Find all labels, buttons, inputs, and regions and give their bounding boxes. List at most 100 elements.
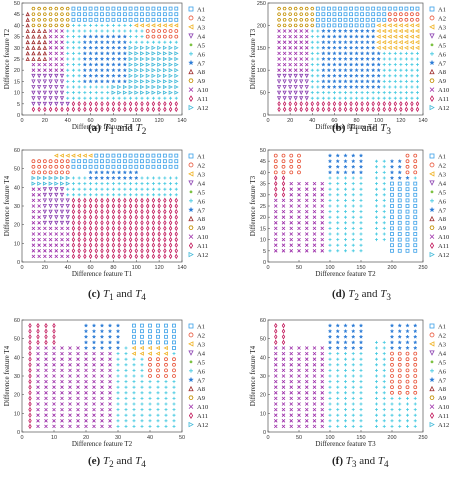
point-A10 [273,391,278,395]
point-A7 [332,28,337,33]
caption-conj: and [113,455,136,467]
point-A3 [139,23,144,28]
point-A1 [413,204,418,208]
legend-entry: A7 [438,207,447,214]
point-A1 [148,329,152,334]
point-A10 [54,68,59,72]
point-A10 [299,62,303,67]
point-A10 [60,385,64,389]
legend-entry: A3 [197,341,205,348]
point-A11 [28,390,32,396]
point-A3 [392,23,398,28]
point-A6 [399,51,403,55]
point-A10 [92,424,96,429]
point-A3 [155,345,160,351]
point-A6 [390,402,394,406]
point-A7 [354,51,359,56]
point-A11 [163,203,167,209]
point-A6 [382,391,386,395]
point-A10 [68,413,72,417]
point-A6 [140,374,144,378]
point-A6 [388,74,392,78]
point-A11 [66,106,70,113]
point-A10 [76,368,80,373]
point-A11 [28,378,32,385]
legend-marker-A10 [429,404,435,409]
point-A10 [44,374,48,378]
point-A6 [106,96,110,100]
legend-marker-A9 [429,78,435,83]
point-A11 [100,106,104,113]
point-A11 [168,197,173,204]
point-A1 [397,215,402,220]
point-A6 [132,402,136,406]
point-A6 [398,408,402,412]
point-A6 [140,408,144,412]
point-A2 [397,362,402,367]
point-A10 [304,413,309,417]
point-A11 [100,236,104,243]
point-A12 [134,56,139,62]
point-A8 [31,34,36,39]
point-A9 [282,23,287,28]
point-A6 [336,385,340,389]
point-A2 [162,29,167,33]
point-A7 [82,45,88,50]
point-A11 [404,101,409,107]
point-A8 [36,56,42,61]
point-A6 [116,385,120,389]
point-A4 [287,79,293,84]
point-A6 [351,176,355,180]
point-A9 [299,18,304,22]
point-A10 [304,29,309,33]
point-A11 [316,101,320,107]
markers [31,153,179,260]
point-A1 [132,340,136,345]
point-A7 [376,73,381,78]
point-A11 [294,101,298,107]
point-A9 [282,6,287,11]
point-A7 [326,79,332,84]
point-A10 [36,357,40,361]
point-A8 [36,45,42,50]
point-A10 [304,402,309,406]
point-A6 [388,63,392,67]
point-A6 [321,96,325,100]
point-A8 [36,39,42,45]
point-A10 [31,204,36,208]
point-A12 [134,62,139,67]
point-A6 [351,210,355,214]
point-A2 [405,379,410,384]
point-A1 [174,17,179,22]
point-A7 [83,334,89,339]
point-A6 [393,68,397,72]
point-A3 [387,28,392,34]
point-A10 [31,249,36,253]
point-A6 [336,210,340,214]
y-tick-label: 0 [17,260,20,266]
point-A6 [124,368,128,372]
point-A7 [343,164,348,169]
point-A10 [108,396,112,401]
point-A1 [132,323,136,328]
point-A7 [105,56,110,61]
point-A12 [151,68,156,73]
point-A6 [156,402,160,406]
point-A1 [168,153,173,158]
point-A1 [140,153,144,158]
point-A6 [336,408,340,412]
point-A3 [151,23,156,28]
legend-entry: A6 [197,368,206,375]
point-A9 [48,23,53,28]
point-A10 [320,407,325,412]
point-A11 [365,101,370,107]
point-A7 [332,51,337,56]
point-A11 [163,208,167,215]
x-tick-label: 100 [325,435,334,441]
point-A10 [273,198,278,203]
legend-marker-A6 [430,198,434,203]
point-A10 [312,215,317,219]
point-A1 [157,159,162,164]
point-A2 [297,170,301,175]
point-A9 [288,12,293,16]
